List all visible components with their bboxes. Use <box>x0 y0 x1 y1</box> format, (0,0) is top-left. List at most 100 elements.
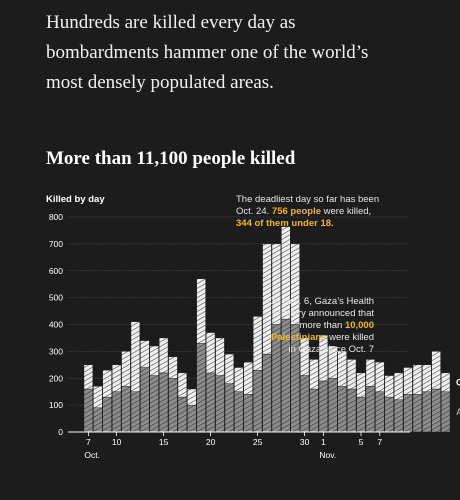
bar-adults <box>365 386 376 433</box>
y-tick-label: 0 <box>58 427 63 437</box>
bar-children <box>224 353 235 384</box>
bar-children <box>290 243 300 325</box>
bar-adults <box>441 391 451 433</box>
ministry-text-2: were killed in Gaza since Oct. 7 <box>288 332 374 355</box>
bar-children <box>243 361 253 395</box>
deadliest-text-1: The deadliest day so far has been Oct. 2… <box>236 194 380 217</box>
bar-children <box>403 367 413 395</box>
deadliest-highlight-2: 344 of them under 18. <box>236 218 334 229</box>
y-tick-label: 300 <box>49 346 63 356</box>
bar-adults <box>422 391 432 433</box>
bar-children <box>300 337 310 376</box>
y-axis-title: Killed by day <box>46 194 105 205</box>
bar-adults <box>384 396 394 433</box>
bar-adults <box>224 383 235 433</box>
bar-adults <box>318 380 329 433</box>
bar-children <box>252 316 263 371</box>
ministry-annotation: On Nov. 6, Gaza’s Health Ministry announ… <box>262 296 374 356</box>
y-tick-label: 400 <box>49 320 63 330</box>
bar-adults <box>215 375 225 433</box>
bar-adults <box>243 394 253 433</box>
bar-children <box>83 364 94 390</box>
bar-adults <box>149 375 159 433</box>
bar-adults <box>234 391 244 433</box>
bar-adults <box>111 391 122 433</box>
bar-children <box>93 386 103 409</box>
bar-adults <box>168 378 178 433</box>
bar-adults <box>158 372 169 433</box>
x-tick-label: 15 <box>159 437 169 447</box>
bar-children <box>205 332 216 374</box>
x-tick-label: 7 <box>377 437 382 447</box>
deadliest-highlight-1: 756 people <box>271 206 322 217</box>
bar-children <box>168 356 178 379</box>
legend-children: Children <box>456 377 460 387</box>
legend-adults: Adults <box>456 407 460 417</box>
bar-adults <box>328 378 338 433</box>
month-label: Oct. <box>84 450 100 460</box>
bar-adults <box>262 353 272 433</box>
bar-children <box>102 369 112 398</box>
bar-children <box>140 340 150 368</box>
bar-children <box>262 243 272 355</box>
bar-adults <box>83 388 94 433</box>
month-label: Nov. <box>319 450 336 460</box>
bar-children <box>422 364 432 392</box>
x-tick-label: 1 <box>321 437 326 447</box>
bar-adults <box>205 372 216 433</box>
bar-adults <box>102 396 112 433</box>
bar-children <box>384 375 394 398</box>
y-tick-label: 500 <box>49 293 63 303</box>
y-tick-label: 100 <box>49 400 63 410</box>
bar-children <box>394 372 404 400</box>
bar-children <box>187 388 197 406</box>
bar-children <box>271 243 282 325</box>
bar-children <box>215 337 225 376</box>
bar-children <box>356 372 366 398</box>
bar-adults <box>130 391 141 433</box>
bar-adults <box>140 367 150 433</box>
bar-adults <box>300 375 310 433</box>
bar-children <box>149 345 159 376</box>
x-tick-label: 25 <box>253 437 263 447</box>
bar-adults <box>187 404 197 433</box>
x-tick-label: 7 <box>86 437 91 447</box>
x-tick-label: 10 <box>112 437 122 447</box>
bar-children <box>328 345 338 379</box>
ministry-text-1: On Nov. 6, Gaza’s Health Ministry announ… <box>267 296 374 331</box>
x-tick-label: 20 <box>206 437 216 447</box>
y-tick-label: 800 <box>49 212 63 222</box>
deadliest-day-annotation: The deadliest day so far has been Oct. 2… <box>236 194 386 230</box>
bar-adults <box>177 396 188 433</box>
x-tick-label: 5 <box>359 437 364 447</box>
bar-children <box>337 351 347 387</box>
ministry-highlight: 10,000 Palestinians <box>271 320 374 343</box>
intro-text: Hundreds are killed every day as bombard… <box>46 12 369 93</box>
bar-children <box>158 337 169 374</box>
y-tick-label: 200 <box>49 373 63 383</box>
bar-adults <box>412 394 423 433</box>
bar-children <box>375 361 385 392</box>
bar-children <box>177 372 188 398</box>
bar-adults <box>121 386 131 433</box>
bar-children <box>318 335 329 382</box>
bar-adults <box>394 399 404 433</box>
bar-children <box>347 359 357 390</box>
y-tick-label: 700 <box>49 239 63 249</box>
bar-adults <box>337 386 347 433</box>
bar-adults <box>403 394 413 433</box>
bar-adults <box>356 396 366 433</box>
bar-adults <box>375 391 385 433</box>
bar-adults <box>196 343 206 433</box>
bar-children <box>196 278 206 344</box>
chart-heading: More than 11,100 people killed <box>46 148 296 169</box>
x-tick-label: 30 <box>300 437 310 447</box>
bar-children <box>121 351 131 387</box>
bar-adults <box>93 407 103 433</box>
bar-children <box>431 351 441 390</box>
bar-children <box>309 359 319 390</box>
bar-adults <box>252 369 263 433</box>
bar-children <box>111 364 122 392</box>
bar-adults <box>309 388 319 433</box>
